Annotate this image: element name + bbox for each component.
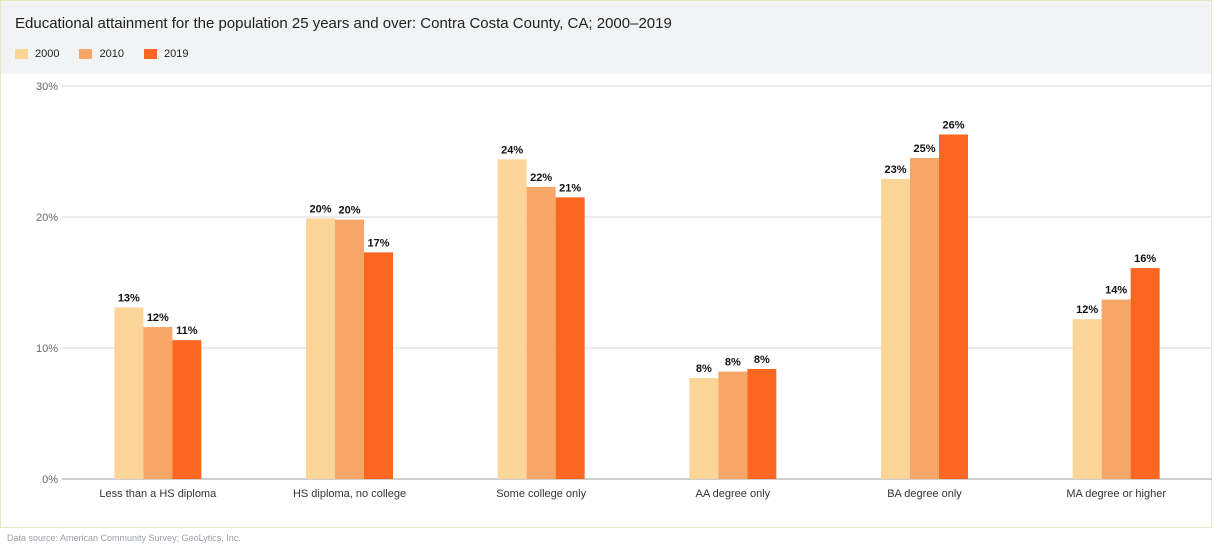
bar-2000 [1072,319,1102,479]
legend: 2000 2010 2019 [15,48,188,60]
bar-2010 [910,158,939,480]
bar-2000 [306,218,335,479]
data-label: 8% [725,357,741,369]
x-tick-label: Less than a HS diploma [99,488,217,500]
data-source: Data source: American Community Survey; … [7,533,241,543]
data-label: 20% [338,205,360,217]
bar-2010 [526,186,556,479]
legend-label-2010: 2010 [99,48,124,60]
bar-2010 [143,327,173,479]
legend-item-2000: 2000 [15,48,59,60]
bar-2019 [364,252,393,479]
legend-swatch-2019 [143,49,157,59]
bar-2000 [497,159,527,480]
y-tick-label: 0% [42,474,58,486]
bar-2019 [1130,268,1160,479]
bar-2000 [689,378,719,479]
x-tick-label: AA degree only [696,488,771,500]
bar-2000 [114,307,144,479]
y-tick-label: 10% [36,343,58,355]
data-label: 8% [696,363,712,375]
data-label: 14% [1105,285,1127,297]
legend-label-2000: 2000 [35,48,60,60]
legend-swatch-2010 [79,49,93,59]
bar-2000 [881,179,910,479]
data-label: 13% [118,292,140,304]
data-label: 22% [530,172,552,184]
data-label: 24% [501,144,523,156]
bar-2010 [1101,299,1131,479]
legend-item-2010: 2010 [79,48,124,60]
data-label: 25% [913,143,935,155]
bar-2019 [555,197,585,479]
data-label: 16% [1134,253,1156,265]
x-tick-label: MA degree or higher [1066,488,1166,500]
data-label: 11% [176,325,198,337]
data-label: 12% [1076,304,1098,316]
data-label: 20% [309,203,331,215]
data-label: 12% [147,312,169,324]
legend-label-2019: 2019 [163,48,189,60]
chart-frame [0,0,1212,528]
data-label: 23% [884,164,906,176]
chart-header: Educational attainment for the populatio… [1,1,1211,74]
x-tick-label: HS diploma, no college [293,488,406,500]
legend-item-2019: 2019 [143,48,189,60]
bar-2019 [172,340,202,479]
bar-2010 [335,219,364,479]
data-label: 17% [367,237,389,249]
bar-2019 [939,134,968,479]
x-tick-label: BA degree only [887,488,962,500]
y-tick-label: 30% [36,81,58,93]
legend-swatch-2000 [15,49,28,59]
data-label: 8% [754,354,770,366]
chart-title: Educational attainment for the populatio… [15,15,672,32]
y-tick-label: 20% [36,212,58,224]
data-label: 21% [559,182,581,194]
x-tick-label: Some college only [496,488,586,500]
bar-2019 [747,368,777,479]
bar-chart: 0% 10% 20% 30% 13% 12% 11% Less than a HS diplo… [36,81,1212,500]
bar-2010 [718,371,748,479]
data-label: 26% [942,119,964,131]
